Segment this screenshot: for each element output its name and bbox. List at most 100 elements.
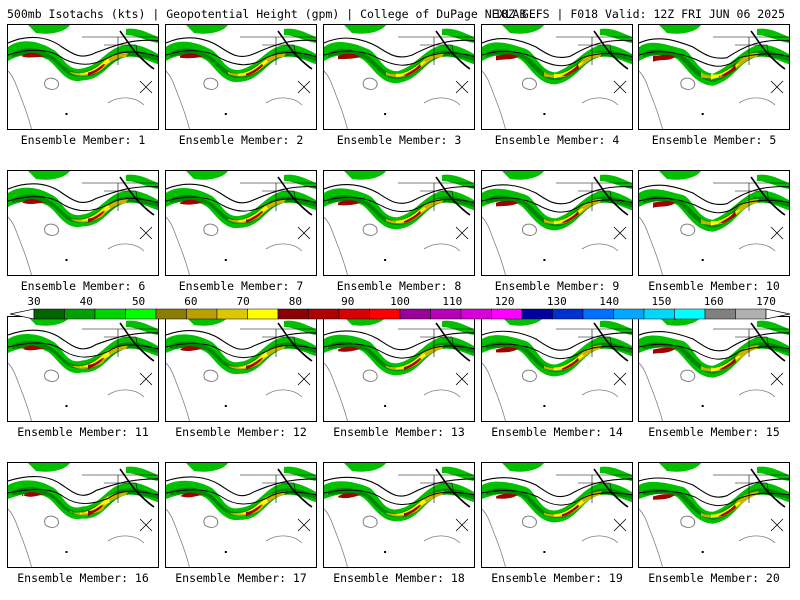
ensemble-member-label: Ensemble Member: 14 (491, 425, 623, 439)
colorbar-segment (552, 308, 584, 320)
height-contour (166, 183, 316, 204)
gulf-contour (738, 389, 776, 398)
colorbar-segment (125, 308, 157, 320)
jet-70kt-core (554, 500, 584, 517)
ensemble-member-label: Ensemble Member: 4 (494, 133, 620, 147)
height-contour-3 (277, 322, 313, 362)
jet-70kt-core (396, 207, 426, 224)
height-contour (639, 331, 789, 352)
wind-barb (613, 518, 627, 532)
map-svg (639, 25, 789, 129)
map-svg (166, 25, 316, 129)
ensemble-map-panel (481, 462, 633, 568)
gulf-contour (738, 97, 776, 106)
speck (224, 405, 227, 407)
ensemble-member-label: Ensemble Member: 11 (17, 425, 149, 439)
jet-80kt-max (22, 199, 44, 204)
colorbar-segment (186, 308, 218, 320)
jet-60kt-core (228, 491, 286, 516)
colorbar-segment (64, 308, 96, 320)
jet-80kt-max-2 (562, 357, 579, 370)
colorbar-tick-label: 40 (79, 295, 93, 308)
closed-low-contour (203, 515, 219, 528)
jet-east-region (284, 466, 316, 481)
jet-80kt-max (180, 199, 202, 205)
height-contour-3 (593, 30, 629, 70)
height-contour-3 (750, 176, 786, 216)
border-line (240, 36, 316, 65)
border-line (398, 36, 474, 65)
gulf-contour (423, 535, 461, 544)
map-svg (639, 463, 789, 567)
map-svg (8, 463, 158, 567)
jet-east-region (442, 174, 474, 189)
speck (701, 551, 704, 553)
height-contour-3 (119, 322, 155, 362)
jet-east-region (757, 320, 789, 335)
closed-low-contour (203, 369, 219, 382)
colorbar-svg (10, 308, 790, 320)
jet-60kt-core (386, 52, 444, 78)
border-line (82, 36, 158, 65)
height-contour-3 (750, 30, 786, 70)
ensemble-member-label: Ensemble Member: 18 (333, 571, 465, 585)
coastline (324, 508, 348, 567)
colorbar-segment (155, 308, 187, 320)
jet-60kt-core (701, 198, 759, 225)
ensemble-member-label: Ensemble Member: 8 (336, 279, 462, 293)
map-svg (482, 25, 632, 129)
jet-60kt-core (544, 198, 602, 225)
colorbar-tick-label: 110 (442, 295, 463, 308)
jet-80kt-max-2 (404, 504, 421, 517)
height-contour-3 (277, 176, 313, 216)
map-svg (482, 317, 632, 421)
closed-low-contour (203, 223, 219, 236)
speck (543, 551, 546, 553)
coastline (8, 362, 32, 421)
jet-east-region (757, 28, 789, 43)
jet-60kt-core (701, 52, 759, 79)
jet-80kt-max-2 (404, 210, 421, 223)
border-line (713, 474, 789, 503)
speck (224, 551, 227, 553)
coastline (324, 216, 348, 275)
height-contour-2 (8, 49, 158, 65)
height-contour (324, 330, 474, 351)
jet-80kt-max-2 (719, 504, 736, 517)
closed-low-contour (522, 223, 537, 236)
jet-east-region (126, 28, 158, 43)
speck (65, 113, 68, 115)
map-svg (639, 317, 789, 421)
jet-east-region (600, 466, 632, 481)
speck (65, 405, 68, 407)
ensemble-member-label: Ensemble Member: 3 (336, 133, 462, 147)
gulf-contour (423, 97, 461, 106)
height-contour-2 (639, 51, 789, 67)
gulf-contour (107, 243, 145, 252)
colorbar-tick-label: 50 (131, 295, 146, 308)
ensemble-map-panel (638, 170, 790, 276)
height-contour (482, 330, 632, 351)
jet-80kt-max-2 (719, 210, 736, 224)
jet-80kt-max-2 (404, 63, 421, 76)
gulf-contour (423, 243, 461, 252)
ensemble-member-label: Ensemble Member: 1 (20, 133, 146, 147)
colorbar-segment (735, 308, 767, 320)
jet-70kt-core (711, 501, 741, 518)
coastline (482, 70, 506, 129)
map-svg (482, 171, 632, 275)
map-svg (324, 463, 474, 567)
height-contour-2 (482, 343, 632, 360)
wind-barb (297, 372, 311, 386)
wind-barb (139, 518, 153, 532)
coastline (324, 362, 348, 421)
height-contour-3 (435, 468, 471, 508)
jet-80kt-max (22, 52, 44, 58)
jet-80kt-max (653, 347, 675, 354)
ensemble-map-panel (481, 170, 633, 276)
jet-70kt-core (238, 351, 268, 369)
map-svg (166, 317, 316, 421)
jet-east-region (757, 466, 789, 481)
height-contour-2 (482, 197, 632, 213)
colorbar-segment (460, 308, 492, 320)
